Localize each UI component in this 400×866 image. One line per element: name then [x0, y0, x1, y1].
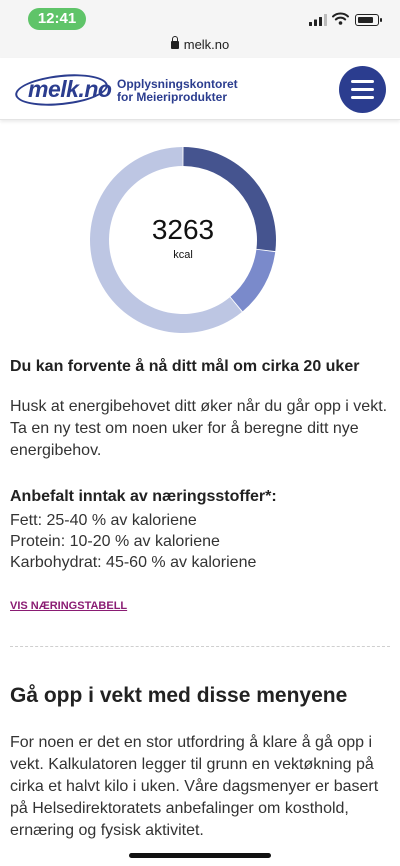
status-time[interactable]: 12:41 [28, 8, 86, 30]
list-item: Fett: 25-40 % av kaloriene [10, 512, 197, 529]
donut-slice-3 [89, 147, 242, 333]
lock-icon [170, 36, 179, 49]
kcal-value: 3263 [151, 214, 215, 245]
nutrients-heading: Anbefalt inntak av næringsstoffer*: [10, 488, 277, 505]
goal-heading: Du kan forvente å nå ditt mål om cirka 2… [10, 358, 360, 375]
kcal-unit: kcal [173, 249, 193, 261]
goal-text: Husk at energibehovet ditt øker når du g… [10, 398, 388, 459]
donut-slice-2 [230, 249, 276, 312]
url-text: melk.no [183, 37, 230, 52]
nutrients-list: Fett: 25-40 % av kaloriene Protein: 10-2… [10, 510, 390, 573]
site-header: melk.no Opplysningskontoret for Meieripr… [0, 58, 400, 120]
section-divider [10, 646, 390, 647]
show-nutrition-table-link[interactable]: VIS NÆRINGSTABELL [10, 600, 128, 612]
menus-heading: Gå opp i vekt med disse menyene [10, 684, 348, 707]
logo-wordmark: melk.no [28, 76, 112, 102]
home-indicator[interactable] [129, 853, 271, 858]
menus-text: For noen er det en stor utfordring å kla… [10, 734, 379, 839]
cellular-signal-icon [309, 14, 327, 26]
menu-button[interactable] [339, 66, 386, 113]
donut-slice-1 [183, 147, 276, 252]
calorie-donut-chart [89, 147, 276, 333]
address-bar[interactable]: melk.no [0, 34, 400, 58]
logo-subtitle-line-2: for Meieriprodukter [117, 90, 228, 104]
logo-subtitle-line-1: Opplysningskontoret [117, 77, 238, 91]
battery-icon [355, 14, 382, 26]
list-item: Protein: 10-20 % av kaloriene [10, 533, 220, 550]
wifi-icon [332, 12, 349, 25]
logo-subtitle: Opplysningskontoret for Meieriprodukter [117, 78, 238, 104]
status-bar: 12:41 [0, 0, 400, 34]
list-item: Karbohydrat: 45-60 % av kaloriene [10, 554, 257, 571]
